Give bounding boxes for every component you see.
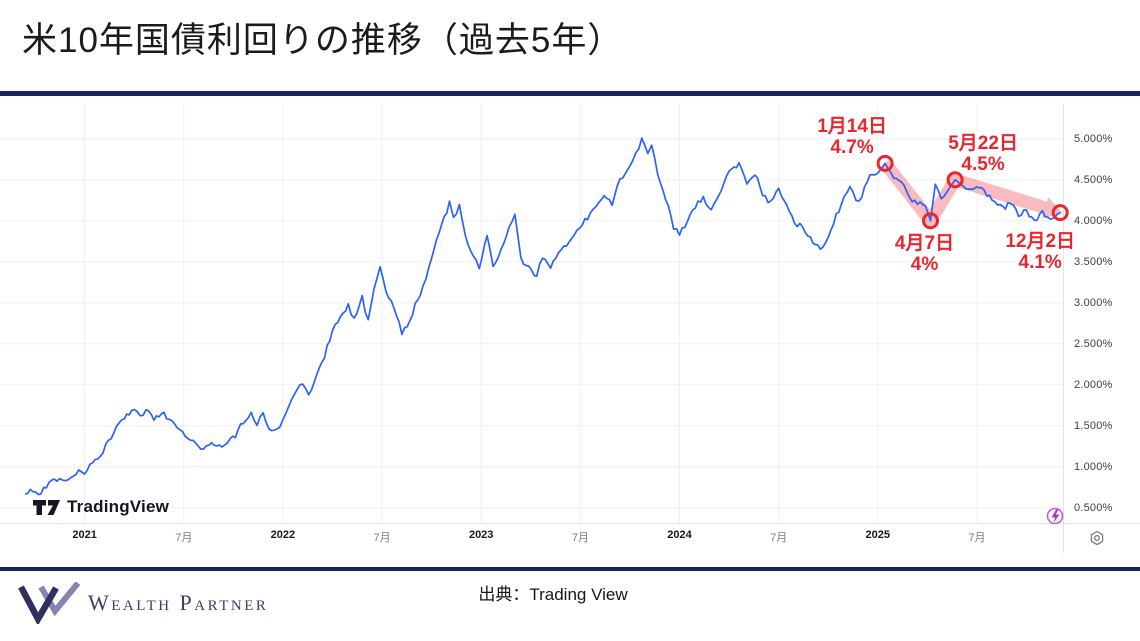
title-divider [0,91,1140,96]
source-attribution: 出典：Trading View [478,585,628,604]
axis-settings-gear-icon[interactable] [1090,530,1104,546]
yield-line-series [24,137,1061,496]
gridlines [0,103,1063,523]
footer-divider [0,567,1140,571]
wealth-partner-logo: Wealth Partner [18,582,268,624]
annotation-marker-circle [922,212,939,230]
wealth-partner-mark-icon [18,582,80,624]
trend-band [880,159,1047,228]
wealth-partner-label: Wealth Partner [88,590,269,615]
tradingview-mark-icon [33,499,60,515]
tradingview-label: TradingView [67,497,170,516]
annotation-marker-circle [1051,204,1069,222]
tradingview-logo[interactable]: TradingView [33,497,169,517]
annotation-marker-circle [876,154,894,172]
page-title: 米10年国債利回りの推移（過去5年） [22,21,624,60]
realtime-lightning-icon[interactable] [1046,507,1064,525]
annotation-marker-circle [946,171,964,189]
